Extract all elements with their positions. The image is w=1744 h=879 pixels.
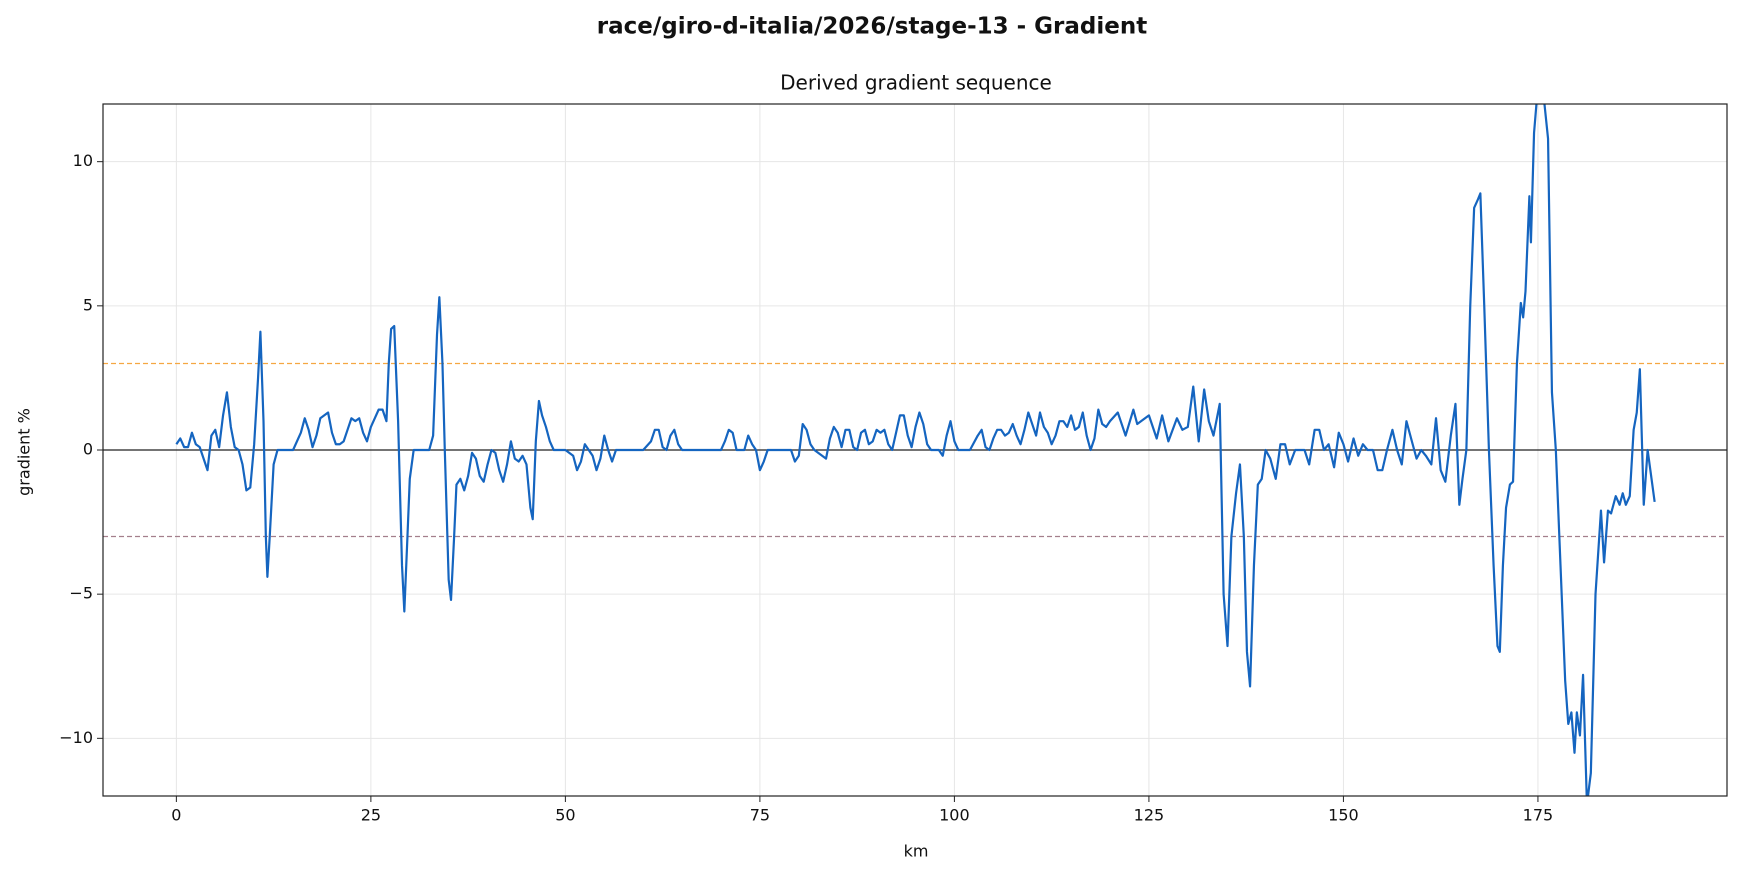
y-tick-label: 5 bbox=[83, 295, 93, 314]
x-tick-label: 50 bbox=[555, 806, 575, 825]
x-tick-label: 25 bbox=[361, 806, 381, 825]
y-tick-label: −5 bbox=[69, 584, 93, 603]
y-tick-label: 0 bbox=[83, 440, 93, 459]
x-tick-label: 100 bbox=[939, 806, 970, 825]
chart-title: race/giro-d-italia/2026/stage-13 - Gradi… bbox=[597, 14, 1147, 40]
y-tick-label: −10 bbox=[59, 728, 93, 747]
y-tick-label: 10 bbox=[73, 151, 93, 170]
x-tick-label: 175 bbox=[1523, 806, 1554, 825]
chart-subtitle: Derived gradient sequence bbox=[780, 71, 1052, 95]
y-axis-label: gradient % bbox=[15, 408, 34, 496]
x-axis-label: km bbox=[904, 842, 929, 861]
x-tick-label: 125 bbox=[1134, 806, 1165, 825]
line-series bbox=[175, 104, 1656, 796]
plot-frame bbox=[102, 103, 1728, 797]
x-tick-label: 0 bbox=[171, 806, 181, 825]
x-tick-label: 150 bbox=[1328, 806, 1359, 825]
x-tick-label: 75 bbox=[750, 806, 770, 825]
